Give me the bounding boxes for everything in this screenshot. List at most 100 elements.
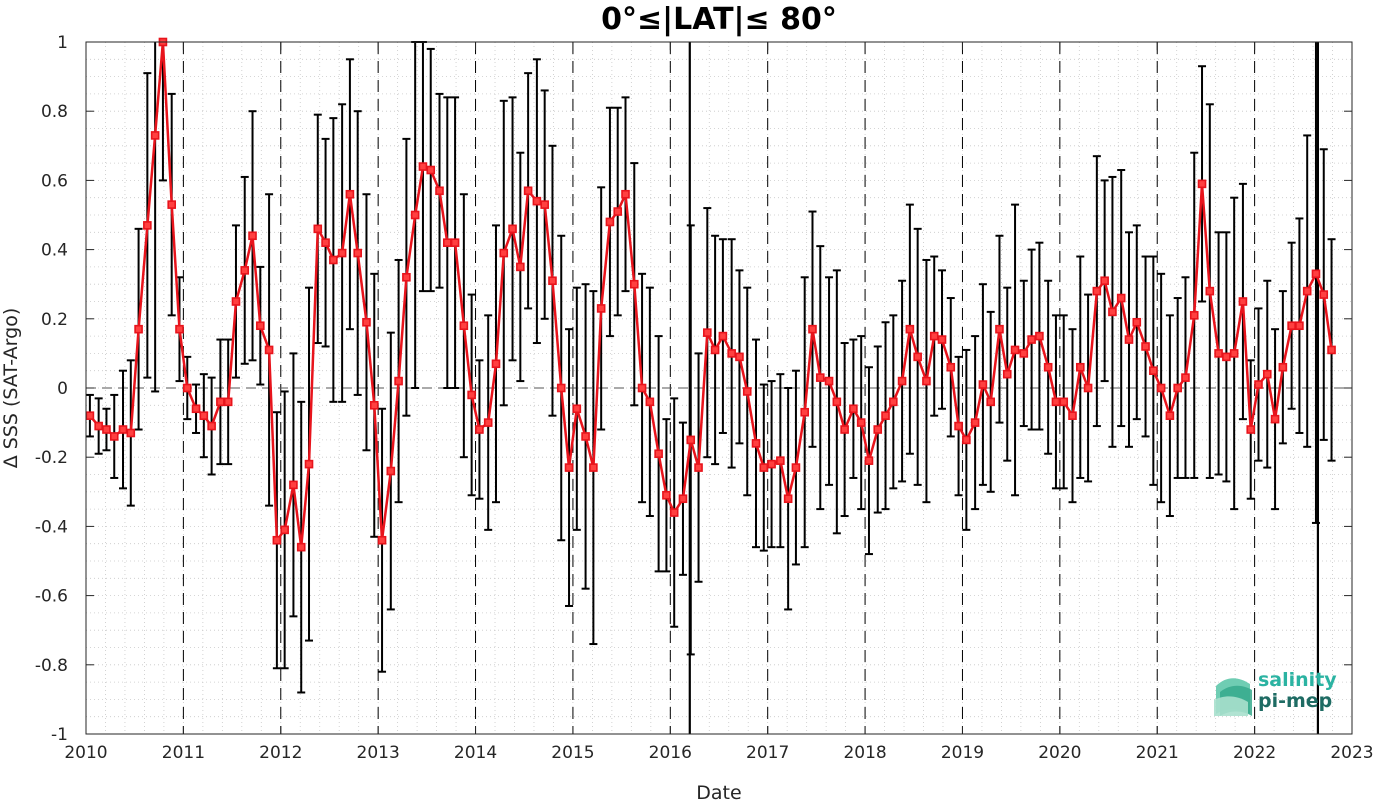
data-point <box>298 544 305 551</box>
data-point <box>1004 371 1011 378</box>
data-point <box>1158 385 1165 392</box>
y-tick-label: 1 <box>57 33 68 53</box>
data-point <box>120 426 127 433</box>
data-point <box>736 353 743 360</box>
data-point <box>704 329 711 336</box>
data-point <box>1231 350 1238 357</box>
data-point <box>865 457 872 464</box>
data-point <box>208 423 215 430</box>
y-tick-label: 0.8 <box>41 102 68 122</box>
data-point <box>241 267 248 274</box>
x-tick-label: 2010 <box>64 743 107 763</box>
data-point <box>273 537 280 544</box>
data-point <box>1150 367 1157 374</box>
data-point <box>468 391 475 398</box>
data-point <box>1174 385 1181 392</box>
data-point <box>622 191 629 198</box>
x-axis-label: Date <box>696 782 741 801</box>
data-point <box>1255 381 1262 388</box>
data-point <box>1077 364 1084 371</box>
logo-text-salinity: salinity <box>1258 669 1337 691</box>
data-point <box>492 360 499 367</box>
data-point <box>947 364 954 371</box>
data-point <box>679 495 686 502</box>
data-point <box>850 405 857 412</box>
data-point <box>1101 277 1108 284</box>
data-point <box>1199 180 1206 187</box>
data-point <box>152 132 159 139</box>
data-point <box>306 461 313 468</box>
data-point <box>200 412 207 419</box>
data-point <box>217 398 224 405</box>
data-point <box>339 250 346 257</box>
data-point <box>1093 288 1100 295</box>
data-point <box>833 398 840 405</box>
data-point <box>817 374 824 381</box>
data-point <box>103 426 110 433</box>
data-point <box>890 398 897 405</box>
wave-logo-icon <box>1214 678 1252 716</box>
data-point <box>931 333 938 340</box>
data-point <box>314 225 321 232</box>
data-point <box>1288 322 1295 329</box>
x-tick-label: 2017 <box>746 743 789 763</box>
data-point <box>460 322 467 329</box>
data-point <box>874 426 881 433</box>
data-point <box>1272 416 1279 423</box>
y-tick-label: -0.2 <box>35 448 68 468</box>
data-point <box>225 398 232 405</box>
data-point <box>1191 312 1198 319</box>
data-point <box>987 398 994 405</box>
data-point <box>533 198 540 205</box>
y-tick-label: 0.4 <box>41 241 68 261</box>
x-tick-label: 2014 <box>454 743 497 763</box>
data-point <box>768 461 775 468</box>
y-tick-label: -0.4 <box>35 517 68 537</box>
data-point <box>363 319 370 326</box>
data-point <box>1036 333 1043 340</box>
data-point <box>193 405 200 412</box>
data-point <box>1133 319 1140 326</box>
data-point <box>687 436 694 443</box>
data-point <box>996 326 1003 333</box>
data-point <box>606 218 613 225</box>
data-point <box>412 212 419 219</box>
data-point <box>801 409 808 416</box>
data-point <box>695 464 702 471</box>
data-point <box>1166 412 1173 419</box>
data-point <box>558 385 565 392</box>
x-tick-label: 2018 <box>843 743 886 763</box>
data-point <box>1020 350 1027 357</box>
x-tick-label: 2011 <box>162 743 205 763</box>
data-point <box>858 419 865 426</box>
data-point <box>1206 288 1213 295</box>
y-tick-label: -1 <box>51 725 68 745</box>
data-point <box>168 201 175 208</box>
data-point <box>1312 270 1319 277</box>
data-point <box>176 326 183 333</box>
data-point <box>639 385 646 392</box>
data-point <box>809 326 816 333</box>
data-point <box>395 378 402 385</box>
data-point <box>1069 412 1076 419</box>
data-point <box>614 208 621 215</box>
data-point <box>95 423 102 430</box>
data-point <box>232 298 239 305</box>
data-point <box>249 232 256 239</box>
data-point <box>590 464 597 471</box>
y-tick-label: -0.6 <box>35 587 68 607</box>
data-point <box>111 433 118 440</box>
data-point <box>566 464 573 471</box>
x-tick-label: 2016 <box>649 743 692 763</box>
data-point <box>1085 385 1092 392</box>
data-point <box>728 350 735 357</box>
data-point <box>826 378 833 385</box>
data-point <box>509 225 516 232</box>
data-point <box>1328 346 1335 353</box>
data-point <box>517 263 524 270</box>
data-point <box>1125 336 1132 343</box>
data-point <box>1142 343 1149 350</box>
data-point <box>485 419 492 426</box>
data-point <box>671 509 678 516</box>
x-tick-label: 2022 <box>1233 743 1276 763</box>
